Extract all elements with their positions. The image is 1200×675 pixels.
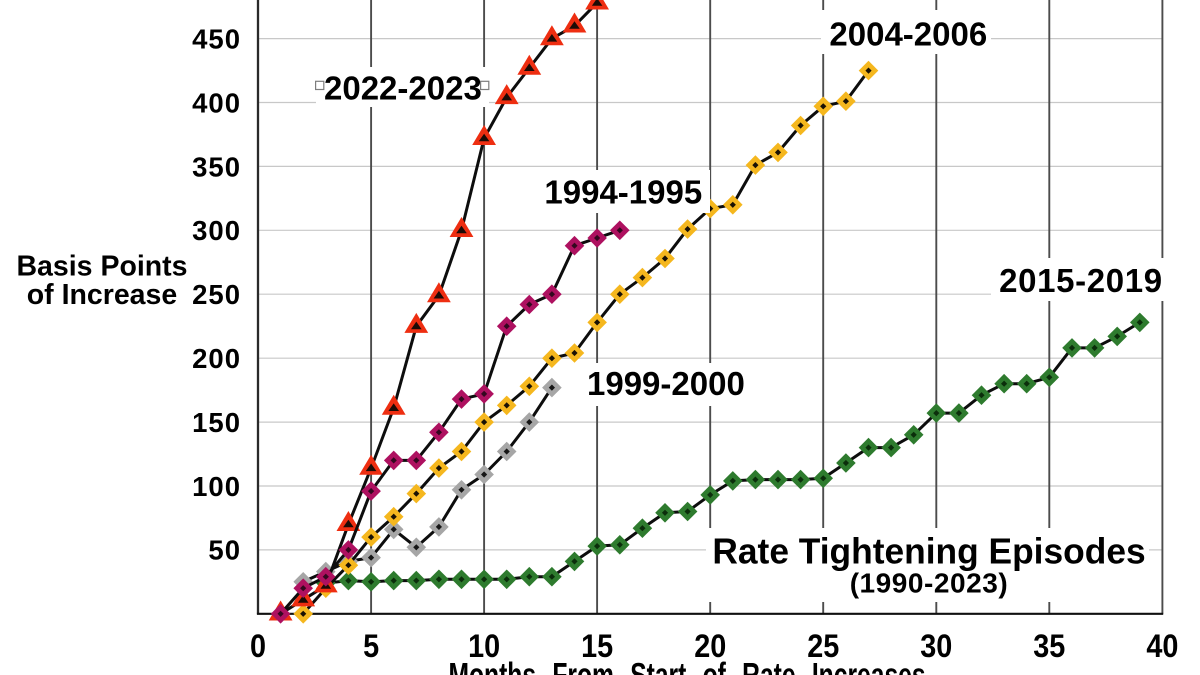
svg-text:5: 5: [363, 629, 379, 665]
svg-text:150: 150: [192, 407, 241, 438]
svg-text:200: 200: [192, 343, 241, 374]
svg-text:300: 300: [192, 215, 241, 246]
svg-text:2015-2019: 2015-2019: [999, 262, 1163, 299]
svg-text:Basis Points: Basis Points: [16, 251, 187, 283]
svg-text:25: 25: [807, 629, 839, 665]
svg-text:400: 400: [192, 87, 241, 118]
svg-text:2022-2023: 2022-2023: [324, 70, 482, 107]
svg-text:20: 20: [694, 629, 726, 665]
svg-text:of Increase: of Increase: [27, 279, 178, 311]
svg-text:10: 10: [468, 629, 500, 665]
svg-text:40: 40: [1146, 629, 1178, 665]
svg-text:15: 15: [581, 629, 613, 665]
svg-text:0: 0: [250, 629, 266, 665]
svg-text:30: 30: [920, 629, 952, 665]
svg-text:250: 250: [192, 279, 241, 310]
svg-text:Rate Tightening Episodes: Rate Tightening Episodes: [712, 531, 1145, 571]
svg-text:50: 50: [208, 535, 241, 566]
svg-text:Months From Start of Rate Incr: Months From Start of Rate Increases: [448, 657, 925, 675]
svg-text:(1990-2023): (1990-2023): [850, 568, 1009, 599]
svg-text:2004-2006: 2004-2006: [829, 16, 987, 53]
svg-text:450: 450: [192, 23, 241, 54]
svg-text:1999-2000: 1999-2000: [587, 365, 745, 402]
svg-text:35: 35: [1033, 629, 1065, 665]
svg-text:100: 100: [192, 471, 241, 502]
svg-text:350: 350: [192, 151, 241, 182]
svg-text:1994-1995: 1994-1995: [544, 173, 702, 210]
